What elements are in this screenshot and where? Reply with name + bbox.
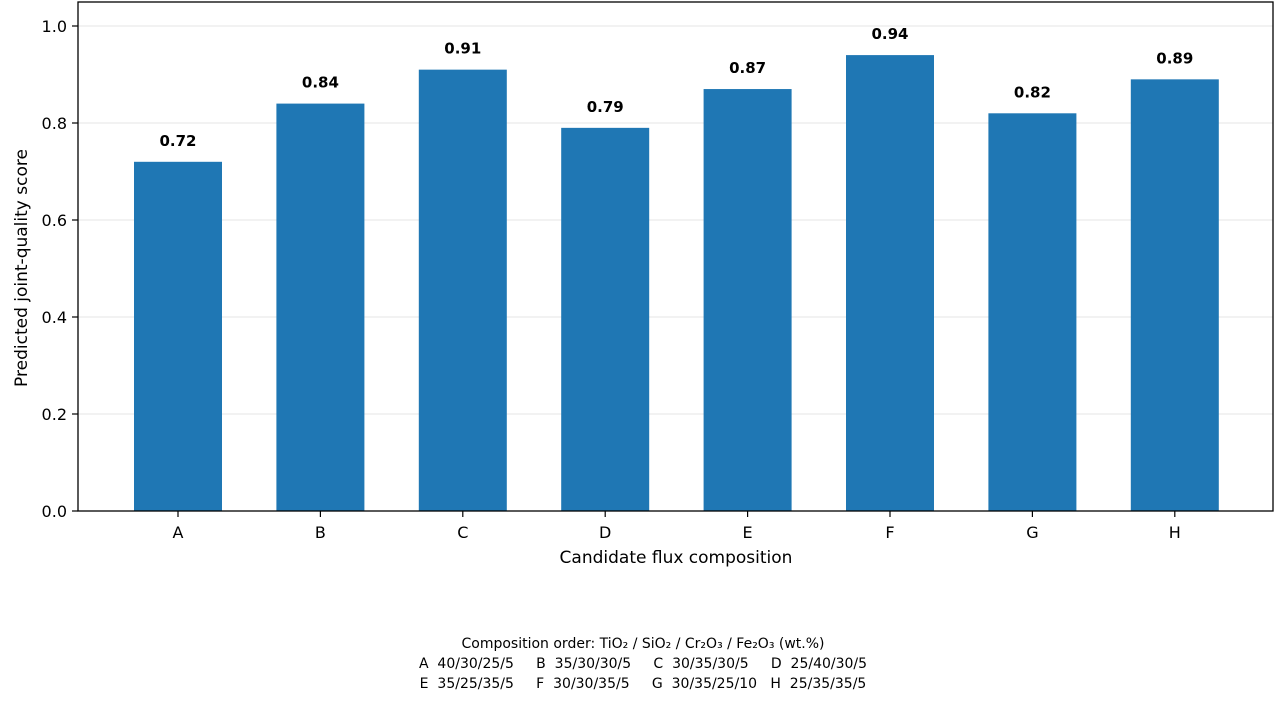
composition-footnote: Composition order: TiO₂ / SiO₂ / Cr₂O₃ /… bbox=[0, 634, 1286, 694]
data-label-H: 0.89 bbox=[1156, 49, 1193, 67]
y-tick-label: 0.8 bbox=[42, 114, 67, 133]
y-axis-title: Predicted joint-quality score bbox=[12, 149, 32, 387]
grid-lines bbox=[78, 25, 1273, 415]
x-tick-label: A bbox=[173, 523, 184, 542]
plot-frame bbox=[77, 1, 1274, 512]
y-tick-label: 0.4 bbox=[42, 308, 67, 327]
y-tick-label: 0.2 bbox=[42, 405, 67, 424]
data-label-E: 0.87 bbox=[729, 59, 766, 77]
data-labels: 0.72 0.84 0.91 0.79 0.87 0.94 0.82 0.89 bbox=[159, 25, 1193, 150]
bar-E bbox=[703, 89, 792, 512]
y-tick-label: 0.6 bbox=[42, 211, 67, 230]
x-tick-label: C bbox=[457, 523, 468, 542]
x-tick-label: G bbox=[1026, 523, 1038, 542]
bar-F bbox=[846, 55, 934, 511]
footnote-line-1: A 40/30/25/5 B 35/30/30/5 C 30/35/30/5 D… bbox=[418, 656, 868, 672]
data-label-A: 0.72 bbox=[159, 132, 196, 150]
bar-H bbox=[1130, 79, 1219, 511]
footnote-line-2: E 35/25/35/5 F 30/30/35/5 G 30/35/25/10 … bbox=[419, 676, 867, 692]
axes bbox=[77, 1, 1274, 512]
footnote-title: Composition order: TiO₂ / SiO₂ / Cr₂O₃ /… bbox=[461, 636, 825, 652]
bars bbox=[134, 55, 1219, 512]
x-axis-title: Candidate flux composition bbox=[560, 548, 793, 568]
x-tick-label: E bbox=[743, 523, 753, 542]
data-label-F: 0.94 bbox=[871, 25, 908, 43]
y-tick-label: 1.0 bbox=[42, 17, 67, 36]
bar-G bbox=[988, 113, 1077, 512]
data-label-G: 0.82 bbox=[1014, 83, 1051, 101]
y-tick-label: 0.0 bbox=[42, 502, 67, 521]
data-label-C: 0.91 bbox=[444, 40, 481, 58]
x-tick-label: H bbox=[1169, 523, 1181, 542]
y-axis-ticks: 0.0 0.2 0.4 0.6 0.8 1.0 bbox=[42, 17, 78, 521]
data-label-D: 0.79 bbox=[587, 98, 624, 116]
bar-B bbox=[276, 103, 365, 511]
x-axis-ticks: A B C D E F G H bbox=[173, 511, 1181, 542]
bar-D bbox=[561, 127, 650, 511]
bar-A bbox=[134, 161, 222, 512]
bar-C bbox=[418, 69, 507, 512]
data-label-B: 0.84 bbox=[302, 74, 339, 92]
x-tick-label: F bbox=[885, 523, 894, 542]
x-tick-label: B bbox=[315, 523, 326, 542]
x-tick-label: D bbox=[599, 523, 611, 542]
